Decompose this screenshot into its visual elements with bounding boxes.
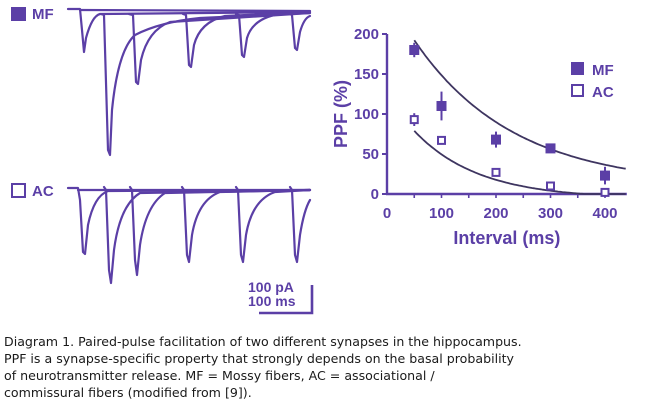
scale-bar xyxy=(259,285,314,315)
y-tick-label: 150 xyxy=(354,66,379,83)
x-tick-label: 100 xyxy=(429,205,454,222)
ac-traces xyxy=(66,185,312,285)
ac-trace-label: AC xyxy=(32,183,54,200)
x-tick-label: 300 xyxy=(538,205,563,222)
data-point-mf xyxy=(436,101,447,111)
legend-ac-open-square-icon xyxy=(571,84,584,97)
x-tick-label: 200 xyxy=(483,205,508,222)
data-point-ac xyxy=(437,135,446,145)
y-tick-label: 100 xyxy=(354,106,379,123)
caption-line: PPF is a synapse-specific property that … xyxy=(4,351,514,366)
fit-curve-ac xyxy=(413,130,626,195)
caption-line: of neurotransmitter release. MF = Mossy … xyxy=(4,368,435,383)
x-tick-label: 400 xyxy=(592,205,617,222)
ppf-chart-svg: 0 50 100 150 200 0 100 200 300 400 Interval (ms) PP… xyxy=(331,26,627,248)
legend-mf-label: MF xyxy=(592,62,614,79)
y-tick-label: 0 xyxy=(371,186,379,203)
x-axis-label: Interval (ms) xyxy=(453,228,560,248)
data-point-ac xyxy=(491,167,501,177)
legend-mf-filled-square-icon xyxy=(571,62,584,75)
fit-curve-mf xyxy=(413,39,626,170)
x-tick-label: 0 xyxy=(383,205,391,222)
scale-bar-time-label: 100 ms xyxy=(248,293,296,309)
data-point-mf xyxy=(600,170,610,181)
data-point-ac xyxy=(600,187,610,197)
data-point-mf xyxy=(409,45,420,55)
mf-traces xyxy=(66,7,312,157)
mf-trace-label: MF xyxy=(32,6,54,23)
ac-open-square-icon xyxy=(11,183,26,198)
data-point-ac xyxy=(409,115,419,125)
data-point-mf xyxy=(491,134,501,145)
traces-panel: MF AC 100 pA 100 ms xyxy=(0,0,330,320)
y-axis-label: PPF (%) xyxy=(331,80,351,148)
ppf-chart: 0 50 100 150 200 0 100 200 300 400 Interval (ms) PP… xyxy=(330,20,647,250)
y-tick-label: 200 xyxy=(354,26,379,43)
legend-ac-label: AC xyxy=(592,84,614,101)
mf-filled-square-icon xyxy=(11,7,26,21)
caption-line: commissural fibers (modified from [9]). xyxy=(4,385,252,400)
data-point-ac xyxy=(546,181,555,191)
data-point-mf xyxy=(545,143,556,154)
scale-bar-current-label: 100 pA xyxy=(248,279,294,295)
y-tick-label: 50 xyxy=(362,146,379,163)
caption-line: Diagram 1. Paired-pulse facilitation of … xyxy=(4,334,522,349)
traces-figure xyxy=(11,7,314,315)
figure-caption: Diagram 1. Paired-pulse facilitation of … xyxy=(4,333,644,401)
